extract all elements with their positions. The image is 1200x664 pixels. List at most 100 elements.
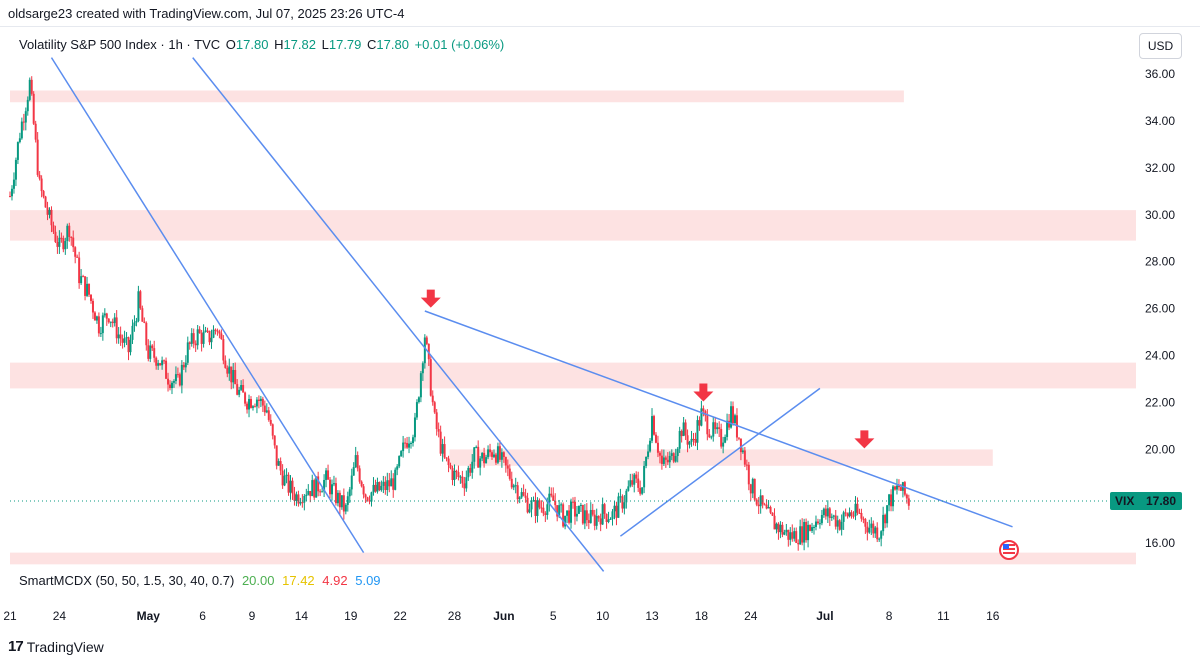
candle-body [672,453,675,462]
candle-body [761,495,764,505]
candle-body [538,500,541,508]
candle-body [631,480,634,485]
candle-body [658,452,661,456]
footer-brand[interactable]: 17 TradingView [8,638,104,655]
candle-body [465,477,468,489]
candle-body [356,455,359,469]
candle-body [97,316,100,334]
ohlc-close: C17.80 [367,37,409,52]
candle-body [793,531,796,539]
brand-name: TradingView [26,638,104,655]
candle-body [86,283,89,296]
candle-body [143,321,146,323]
candle-body [224,360,227,368]
candle-body [48,209,51,215]
symbol-legend[interactable]: Volatility S&P 500 Index · 1h · TVC O17.… [19,37,504,52]
candle-body [60,237,63,239]
us-flag-icon[interactable] [999,540,1019,560]
candle-body [477,446,480,468]
candle-body [317,476,320,492]
y-tick-label: 22.00 [1145,395,1175,409]
candle-body [726,420,729,437]
candle-body [149,345,152,359]
candle-body [200,333,203,344]
candle-body [230,366,233,383]
trendline-2[interactable] [424,310,1013,528]
price-axis[interactable]: 36.00 34.00 32.00 30.00 28.00 26.00 24.00 22.00… [1145,67,1175,550]
candle-body [165,360,168,379]
candle-body [838,520,841,530]
candle-body [20,121,23,139]
candle-body [751,478,754,494]
candle-body [24,111,27,123]
candle-body [91,300,94,313]
candle-body [334,483,337,504]
candle-body [251,406,254,408]
candle-body [210,337,213,343]
candle-body [814,521,817,527]
resistance-zone-1 [10,210,1136,241]
candle-body [690,438,693,442]
candle-body [396,466,399,470]
candle-body [435,412,438,430]
candle-body [93,312,96,321]
indicator-name[interactable]: SmartMCDX (50, 50, 1.5, 30, 40, 0.7) [19,573,235,588]
ohlc-high: H17.82 [274,37,316,52]
resistance-zone-0 [10,90,904,103]
candle-body [514,485,517,487]
candle-body [68,225,71,237]
candle-body [196,329,199,346]
candle-body [52,225,55,232]
candle-body [321,491,324,493]
candle-body [532,500,535,502]
candle-body [240,385,243,390]
y-tick-label: 30.00 [1145,208,1175,222]
candle-body [392,478,395,490]
candle-body [568,510,571,523]
y-tick-label: 24.00 [1145,349,1175,363]
candle-body [874,527,877,534]
symbol-name[interactable]: Volatility S&P 500 Index · 1h · TVC [19,37,221,52]
trendline-1[interactable] [192,57,605,572]
indicator-legend[interactable]: SmartMCDX (50, 50, 1.5, 30, 40, 0.7) 20.… [19,573,381,588]
candle-body [773,515,776,530]
trendline-0[interactable] [50,57,365,554]
candle-body [649,440,652,452]
candle-body [562,504,565,527]
candle-body [579,504,582,506]
candle-body [111,321,114,324]
close-value: 17.80 [376,37,409,52]
candle-body [84,276,87,296]
currency-button[interactable]: USD [1139,33,1182,59]
x-tick-label: 24 [53,609,67,623]
candle-body [172,381,175,383]
candle-body [607,519,610,523]
candle-body [406,442,409,448]
candle-body [423,337,426,364]
candle-body [822,508,825,516]
candle-body [698,420,701,426]
candle-body [585,510,588,521]
candle-body [728,420,731,428]
candle-body [615,505,618,518]
candle-body [880,531,883,539]
candle-body [76,256,79,258]
candle-body [362,486,365,495]
candle-body [265,410,268,413]
candle-body [327,470,330,480]
time-axis[interactable]: 21 24 May 6 9 14 19 22 28 Jun 5 10 13 18 24 Jul 8 11 16 [3,609,999,623]
candle-body [42,191,45,197]
candle-body [202,331,205,344]
candle-body [453,470,456,480]
candle-body [208,330,211,343]
trendline-3[interactable] [619,387,821,537]
candle-body [524,495,527,498]
candle-body [674,456,677,462]
candle-body [178,374,181,386]
candle-body [246,403,249,410]
candle-body [64,241,67,250]
candle-body [903,482,906,495]
candle-body [492,454,495,457]
candle-body [868,527,871,533]
